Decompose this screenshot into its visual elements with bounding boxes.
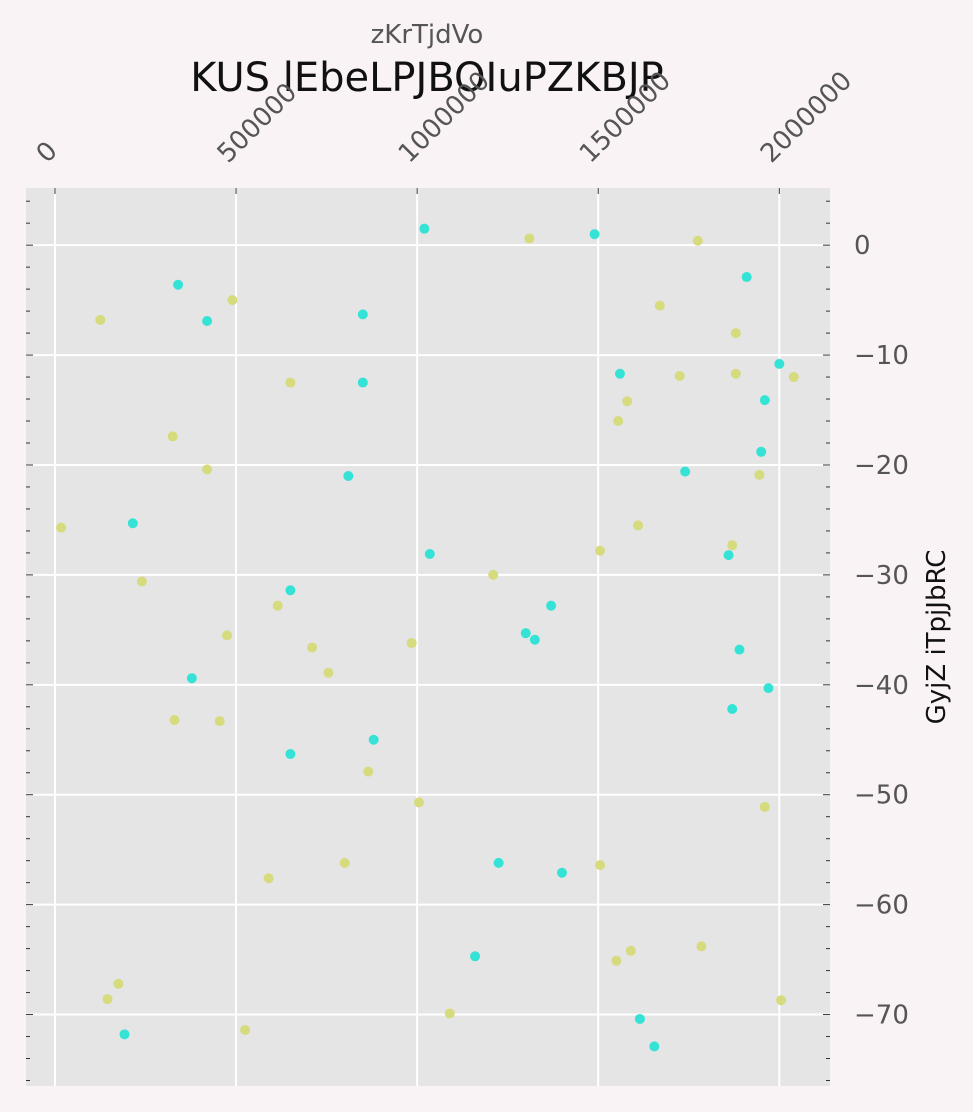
scatter-point — [113, 978, 124, 989]
scatter-point — [227, 295, 238, 306]
scatter-point — [102, 994, 113, 1005]
scatter-point — [654, 300, 665, 311]
scatter-point — [723, 550, 734, 561]
scatter-point — [424, 549, 435, 560]
scatter-point — [680, 466, 691, 477]
y-tick-label: 0 — [854, 231, 871, 261]
chart-title: KUS lEbeLPJBOIuPZKBJP — [190, 55, 664, 101]
scatter-point — [222, 630, 232, 641]
scatter-point — [613, 416, 624, 427]
scatter-point — [413, 797, 424, 808]
scatter-point — [470, 951, 481, 962]
scatter-point — [307, 642, 318, 653]
scatter-point — [730, 328, 741, 339]
scatter-point — [493, 857, 504, 868]
y-tick-label: −60 — [854, 891, 909, 921]
y-tick-label: −30 — [854, 561, 909, 591]
y-tick-label: −70 — [854, 1001, 909, 1031]
scatter-point — [622, 396, 633, 407]
scatter-point — [263, 873, 274, 884]
scatter-point — [546, 600, 557, 611]
scatter-point — [776, 995, 787, 1006]
x-axis-label: zKrTjdVo — [371, 20, 484, 50]
scatter-point — [285, 749, 296, 760]
scatter-point — [343, 470, 354, 481]
scatter-point — [520, 628, 531, 639]
scatter-point — [754, 469, 765, 480]
scatter-point — [774, 358, 785, 369]
scatter-point — [339, 857, 350, 868]
scatter-point — [323, 667, 334, 678]
scatter-point — [240, 1024, 251, 1035]
scatter-point — [368, 734, 379, 745]
scatter-point — [763, 683, 774, 694]
scatter-point — [634, 1013, 645, 1024]
scatter-point — [611, 955, 622, 966]
scatter-point — [202, 315, 213, 326]
scatter-point — [730, 368, 741, 379]
scatter-point — [357, 309, 368, 320]
scatter-point — [56, 522, 67, 533]
scatter-point — [119, 1029, 130, 1040]
scatter-point — [674, 370, 685, 381]
scatter-point — [759, 395, 770, 406]
y-axis-label: GyjZ iTpjJbRC — [922, 550, 952, 725]
scatter-point — [756, 446, 767, 457]
scatter-point — [444, 1008, 455, 1019]
x-tick-label: 2000000 — [755, 66, 858, 169]
scatter-point — [173, 279, 184, 290]
scatter-point — [696, 941, 707, 952]
grid-lines — [26, 188, 830, 1086]
scatter-point — [202, 464, 213, 475]
scatter-point — [285, 585, 296, 596]
scatter-point — [625, 945, 636, 956]
y-tick-labels: 0 −10 −20 −30 −40 −50 −60 −70 — [854, 231, 909, 1030]
scatter-point — [557, 867, 567, 878]
scatter-point — [633, 520, 644, 531]
scatter-point — [692, 235, 703, 246]
scatter-point — [419, 223, 430, 234]
scatter-point — [169, 714, 180, 725]
x-tick-label: 0 — [31, 136, 64, 169]
scatter-point — [727, 703, 738, 714]
scatter-point — [127, 518, 138, 529]
y-tick-label: −10 — [854, 341, 909, 371]
scatter-point — [285, 377, 296, 388]
scatter-point — [363, 766, 374, 777]
scatter-point — [595, 860, 606, 871]
scatter-point — [488, 569, 499, 580]
scatter-point — [167, 431, 178, 442]
scatter-point — [734, 644, 745, 655]
y-tick-label: −40 — [854, 671, 909, 701]
scatter-point — [595, 545, 606, 556]
scatter-point — [741, 272, 752, 283]
scatter-point — [614, 368, 625, 379]
scatter-point — [649, 1041, 660, 1052]
scatter-point — [214, 716, 225, 727]
scatter-point — [136, 576, 147, 587]
scatter-point — [529, 634, 540, 645]
scatter-point — [524, 233, 535, 244]
scatter-point — [186, 673, 197, 684]
axis-ticks — [26, 188, 830, 1082]
y-tick-label: −20 — [854, 451, 909, 481]
scatter-point — [589, 229, 600, 240]
scatter-point — [272, 600, 283, 611]
scatter-point — [95, 314, 106, 325]
scatter-point — [759, 801, 770, 812]
y-tick-label: −50 — [854, 781, 909, 811]
data-points — [56, 223, 799, 1052]
plot-area — [26, 188, 830, 1086]
scatter-point — [406, 638, 417, 649]
scatter-point — [727, 540, 738, 551]
scatter-point — [788, 372, 799, 383]
scatter-point — [357, 377, 368, 388]
